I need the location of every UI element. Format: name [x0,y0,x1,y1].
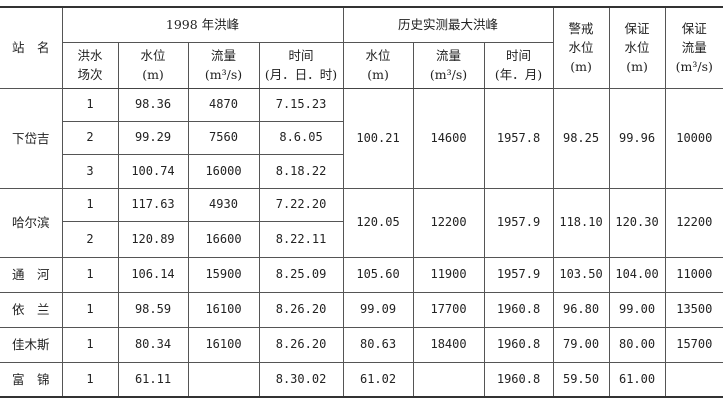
warning-level: 98.25 [552,87,610,189]
station-name: 依 兰 [0,291,63,328]
flood-time: 8.25.09 [258,256,344,293]
warning-level: 59.50 [552,361,610,398]
hist-flow: 18400 [412,326,485,363]
header-hist-time: 时间 (年．月) [483,41,554,89]
flood-data-table: 站 名 1998 年洪峰 历史实测最大洪峰 警戒 水位 (m) 保证 水位 (m… [0,6,723,398]
station-name: 佳木斯 [0,326,63,363]
flood-no: 1 [61,326,119,363]
flood-no: 1 [61,87,119,122]
guarantee-level: 61.00 [608,361,666,398]
hist-flow: 17700 [412,291,485,328]
guarantee-flow: 10000 [664,87,723,189]
guarantee-level: 99.96 [608,87,666,189]
flood-level: 106.14 [117,256,189,293]
header-1998-flood: 1998 年洪峰 [61,6,344,43]
header-hist-level: 水位 (m) [342,41,414,89]
flood-level: 80.34 [117,326,189,363]
flood-flow: 15900 [187,256,260,293]
table-body: 下岱吉 1 98.36 4870 7.15.23 100.21 14600 1957.8 98.… [0,87,723,398]
flood-level: 100.74 [117,153,189,189]
header-flood-no: 洪水 场次 [62,41,119,89]
flood-flow: 4930 [187,187,260,222]
hist-level: 120.05 [342,187,414,258]
hist-level: 61.02 [342,361,414,398]
hist-time: 1960.8 [483,291,554,328]
hist-level: 80.63 [342,326,414,363]
flood-level: 61.11 [117,361,189,398]
guarantee-flow [664,361,723,398]
guarantee-level: 80.00 [608,326,666,363]
table-row: 富 锦 1 61.11 8.30.02 61.02 1960.8 59.50 61.00 [0,361,723,398]
flood-level: 98.36 [117,87,189,122]
table-row: 通 河 1 106.14 15900 8.25.09 105.60 11900 1957.9 1… [0,256,723,293]
flood-time: 8.6.05 [258,120,344,155]
flood-no: 2 [62,220,119,258]
hist-flow: 14600 [412,87,485,189]
hist-time: 1960.8 [483,361,554,398]
header-1998-flow: 流量 (m³/s) [187,41,260,89]
flood-no: 1 [61,256,119,293]
flood-time: 8.26.20 [258,291,344,328]
hist-level: 99.09 [342,291,414,328]
flood-level: 117.63 [117,187,189,222]
station-name: 富 锦 [0,361,63,398]
flood-flow: 16100 [187,326,260,363]
hist-time: 1960.8 [483,326,554,363]
table-row: 依 兰 1 98.59 16100 8.26.20 99.09 17700 1960.8 96.… [0,291,723,328]
table-row: 佳木斯 1 80.34 16100 8.26.20 80.63 18400 1960.8 79.… [0,326,723,363]
flood-no: 3 [62,153,119,189]
warning-level: 118.10 [552,187,610,258]
header-historical-max: 历史实测最大洪峰 [342,6,554,43]
hist-time: 1957.8 [483,87,554,189]
flood-no: 2 [62,120,119,155]
guarantee-flow: 15700 [664,326,723,363]
header-hist-flow: 流量 (m³/s) [412,41,485,89]
table-row: 哈尔滨 1 117.63 4930 7.22.20 120.05 12200 1957.9 11… [0,187,723,258]
flood-no: 1 [61,291,119,328]
table-row: 下岱吉 1 98.36 4870 7.15.23 100.21 14600 1957.8 98.… [0,87,723,189]
hist-time: 1957.9 [483,256,554,293]
flood-no: 1 [61,187,119,222]
header-warning-level: 警戒 水位 (m) [552,6,610,89]
flood-time: 8.18.22 [258,153,344,189]
flood-flow: 16600 [187,220,260,258]
header-1998-time: 时间 (月．日．时) [258,41,344,89]
hist-time: 1957.9 [483,187,554,258]
guarantee-flow: 12200 [664,187,723,258]
guarantee-flow: 11000 [664,256,723,293]
flood-no: 1 [61,361,119,398]
flood-time: 8.30.02 [258,361,344,398]
header-guarantee-level: 保证 水位 (m) [608,6,666,89]
hist-flow: 12200 [412,187,485,258]
flood-flow: 16000 [187,153,260,189]
guarantee-flow: 13500 [664,291,723,328]
guarantee-level: 104.00 [608,256,666,293]
station-name: 下岱吉 [0,87,63,189]
hist-level: 100.21 [342,87,414,189]
hist-level: 105.60 [342,256,414,293]
flood-time: 7.15.23 [258,87,344,122]
flood-time: 7.22.20 [258,187,344,222]
flood-time: 8.22.11 [258,220,344,258]
header-station: 站 名 [0,6,63,89]
flood-time: 8.26.20 [258,326,344,363]
flood-flow: 16100 [187,291,260,328]
flood-flow: 7560 [187,120,260,155]
warning-level: 103.50 [552,256,610,293]
guarantee-level: 120.30 [608,187,666,258]
flood-flow [187,361,260,398]
flood-level: 98.59 [117,291,189,328]
hist-flow: 11900 [412,256,485,293]
flood-flow: 4870 [187,87,260,122]
header-guarantee-flow: 保证 流量 (m³/s) [664,6,723,89]
flood-level: 120.89 [117,220,189,258]
flood-level: 99.29 [117,120,189,155]
header-1998-level: 水位 (m) [117,41,189,89]
warning-level: 79.00 [552,326,610,363]
station-name: 通 河 [0,256,63,293]
hist-flow [412,361,485,398]
guarantee-level: 99.00 [608,291,666,328]
warning-level: 96.80 [552,291,610,328]
station-name: 哈尔滨 [0,187,63,258]
